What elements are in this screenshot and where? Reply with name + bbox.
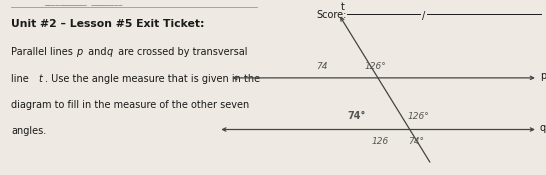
Text: t: t — [38, 74, 42, 83]
Text: 74°: 74° — [347, 111, 366, 121]
Text: 74: 74 — [316, 62, 328, 71]
Text: 126°: 126° — [364, 62, 386, 71]
Text: q: q — [540, 123, 546, 133]
Text: 126°: 126° — [408, 112, 430, 121]
Text: p: p — [540, 71, 546, 81]
Text: diagram to fill in the measure of the other seven: diagram to fill in the measure of the ot… — [11, 100, 249, 110]
Text: and: and — [85, 47, 109, 57]
Text: . Use the angle measure that is given in the: . Use the angle measure that is given in… — [45, 74, 260, 83]
Text: ___________  ________: ___________ ________ — [44, 0, 122, 5]
Text: t: t — [341, 2, 345, 12]
Text: are crossed by transversal: are crossed by transversal — [115, 47, 247, 57]
Text: 126: 126 — [372, 136, 389, 145]
Text: angles.: angles. — [11, 126, 46, 136]
Text: q: q — [106, 47, 112, 57]
Text: Score:: Score: — [317, 10, 347, 20]
Text: /: / — [422, 10, 425, 20]
Text: 74°: 74° — [408, 136, 424, 145]
Text: Unit #2 – Lesson #5 Exit Ticket:: Unit #2 – Lesson #5 Exit Ticket: — [11, 19, 204, 29]
Text: p: p — [76, 47, 82, 57]
Text: line: line — [11, 74, 32, 83]
Text: Parallel lines: Parallel lines — [11, 47, 76, 57]
